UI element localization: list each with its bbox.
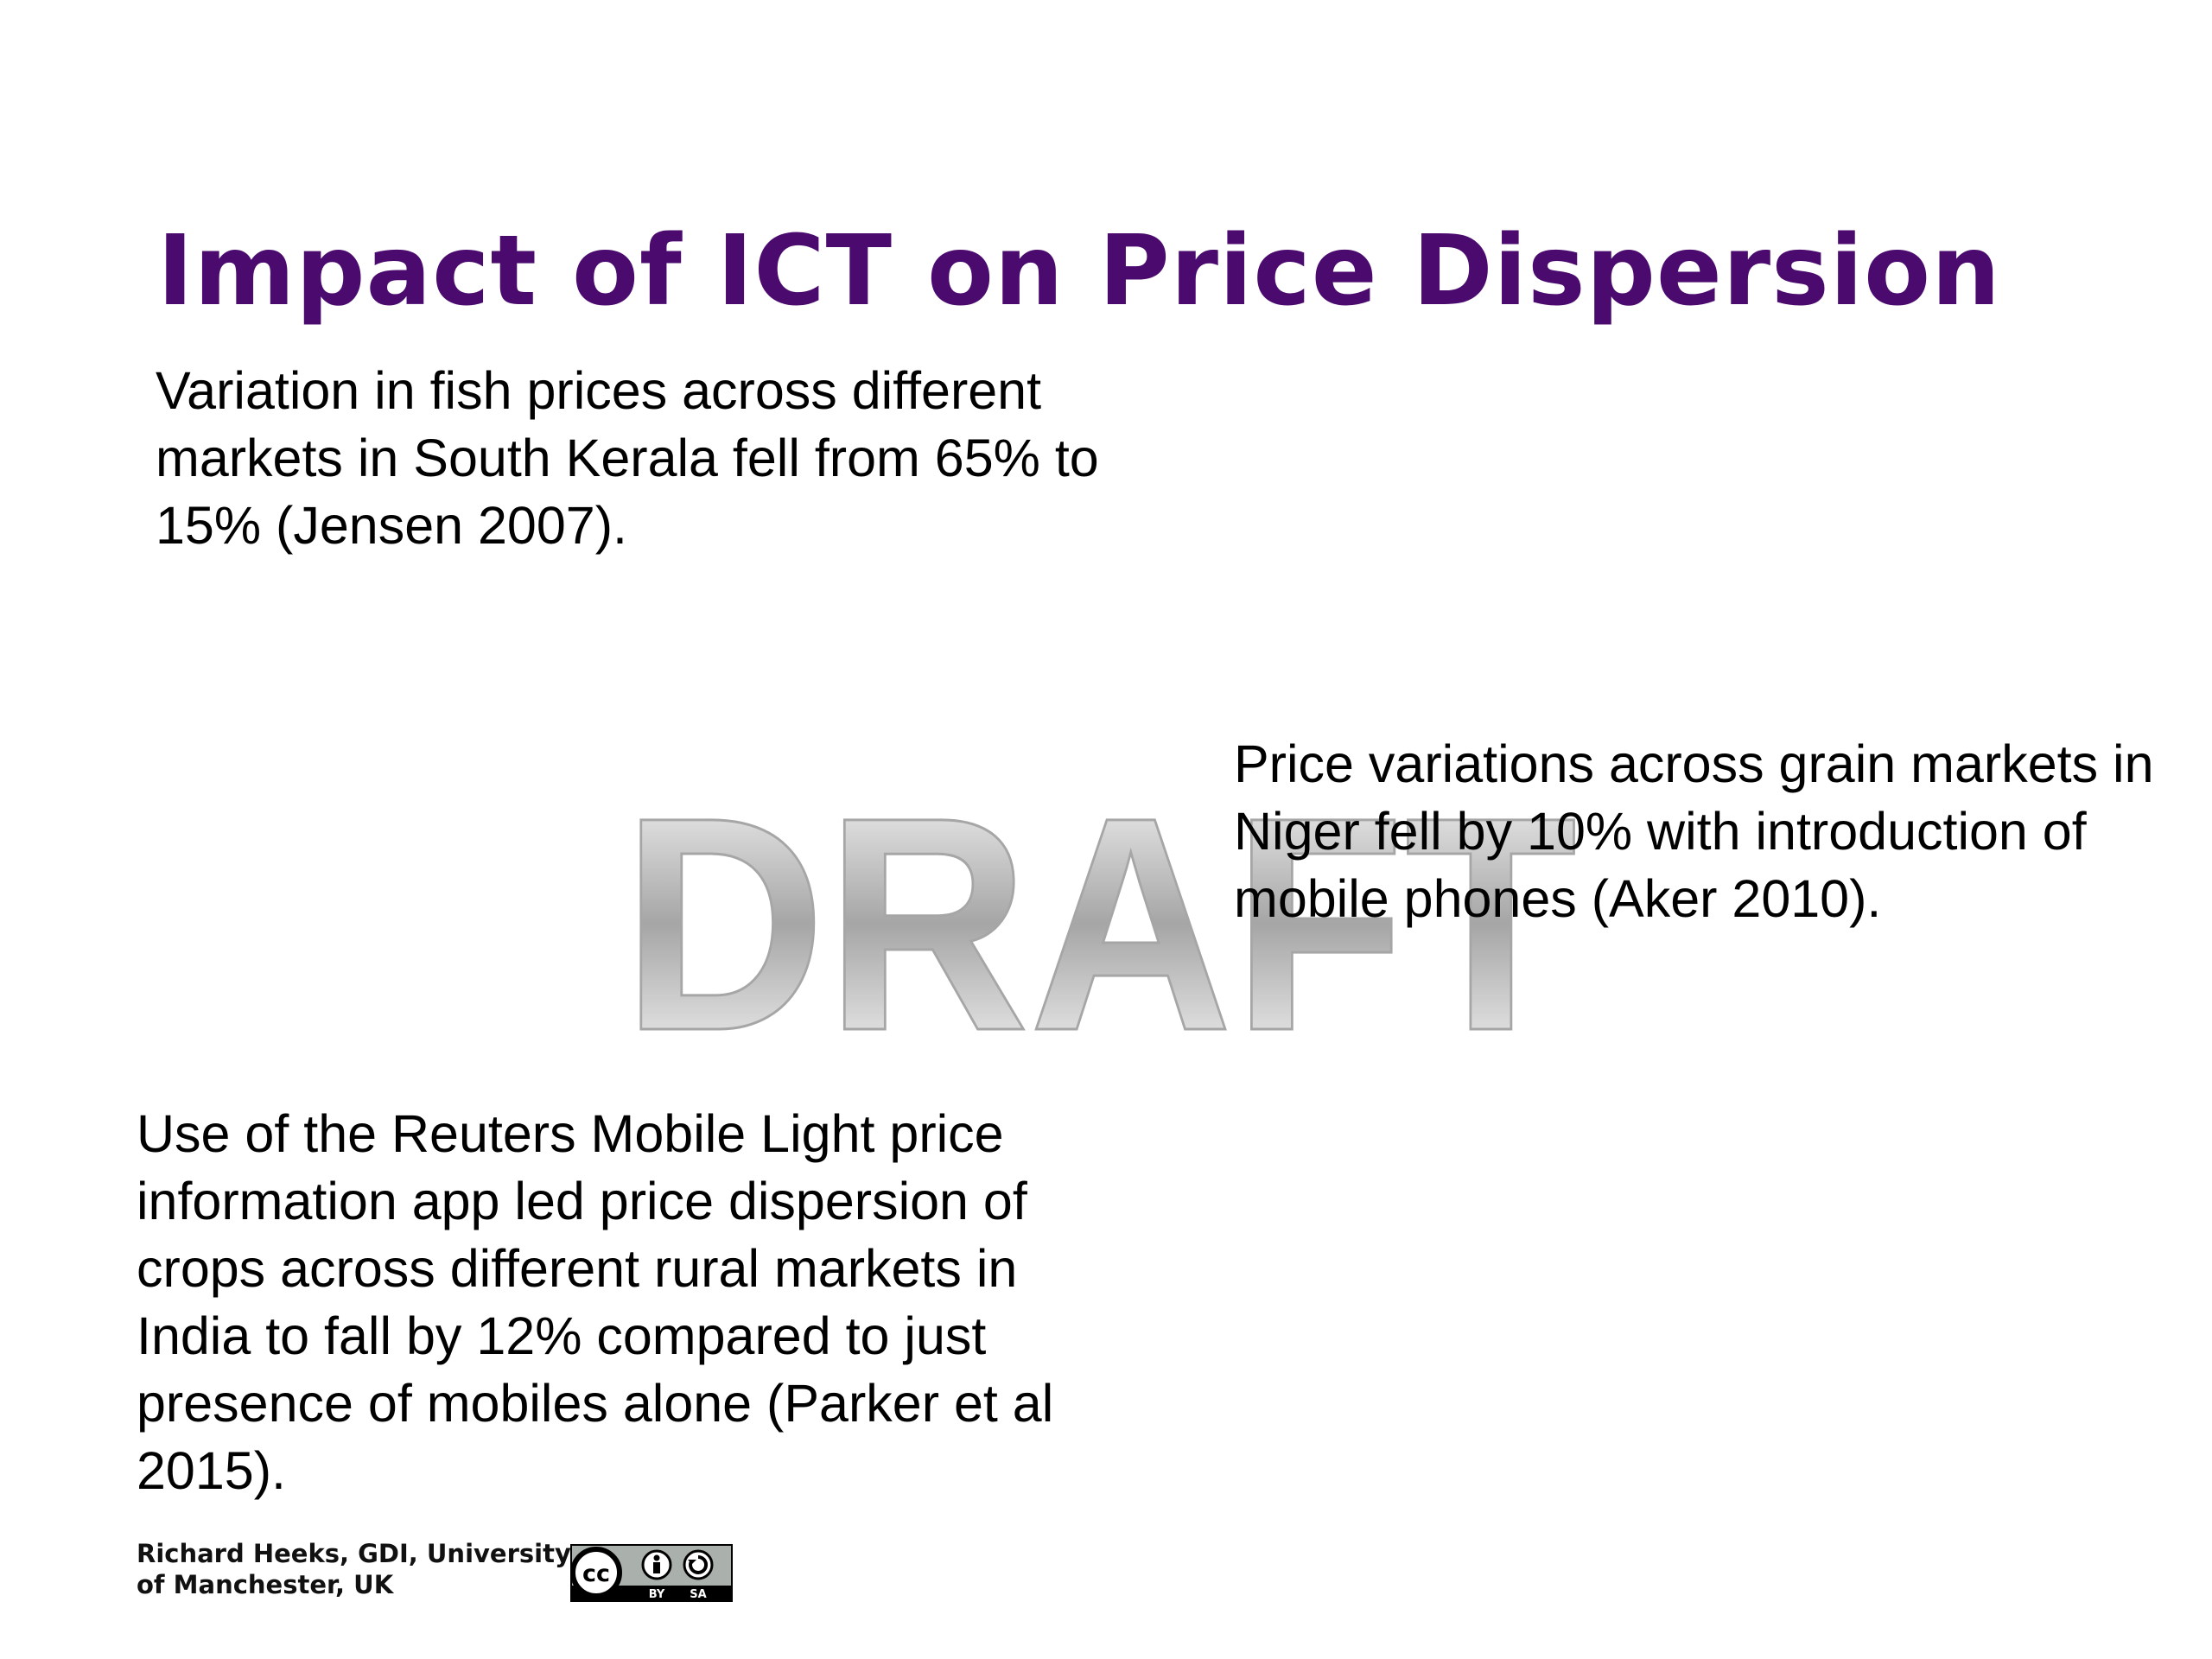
author-credit: Richard Heeks, GDI, University of Manche… <box>137 1539 571 1599</box>
text-block-india: Use of the Reuters Mobile Light price in… <box>137 1104 1054 1500</box>
draft-watermark: DRAFT <box>622 791 1581 1041</box>
text-block-kerala: Variation in fish prices across differen… <box>156 361 1099 555</box>
text-block-niger: Price variations across grain markets in… <box>1234 734 2154 928</box>
draft-watermark-text: DRAFT <box>622 791 1577 1041</box>
slide-title: Impact of ICT on Price Dispersion <box>157 215 2001 327</box>
by-label: BY <box>649 1588 665 1601</box>
cc-by-sa-icon[interactable]: cc BY SA <box>570 1544 733 1602</box>
sa-label: SA <box>690 1588 706 1601</box>
cc-label: cc <box>582 1560 610 1587</box>
